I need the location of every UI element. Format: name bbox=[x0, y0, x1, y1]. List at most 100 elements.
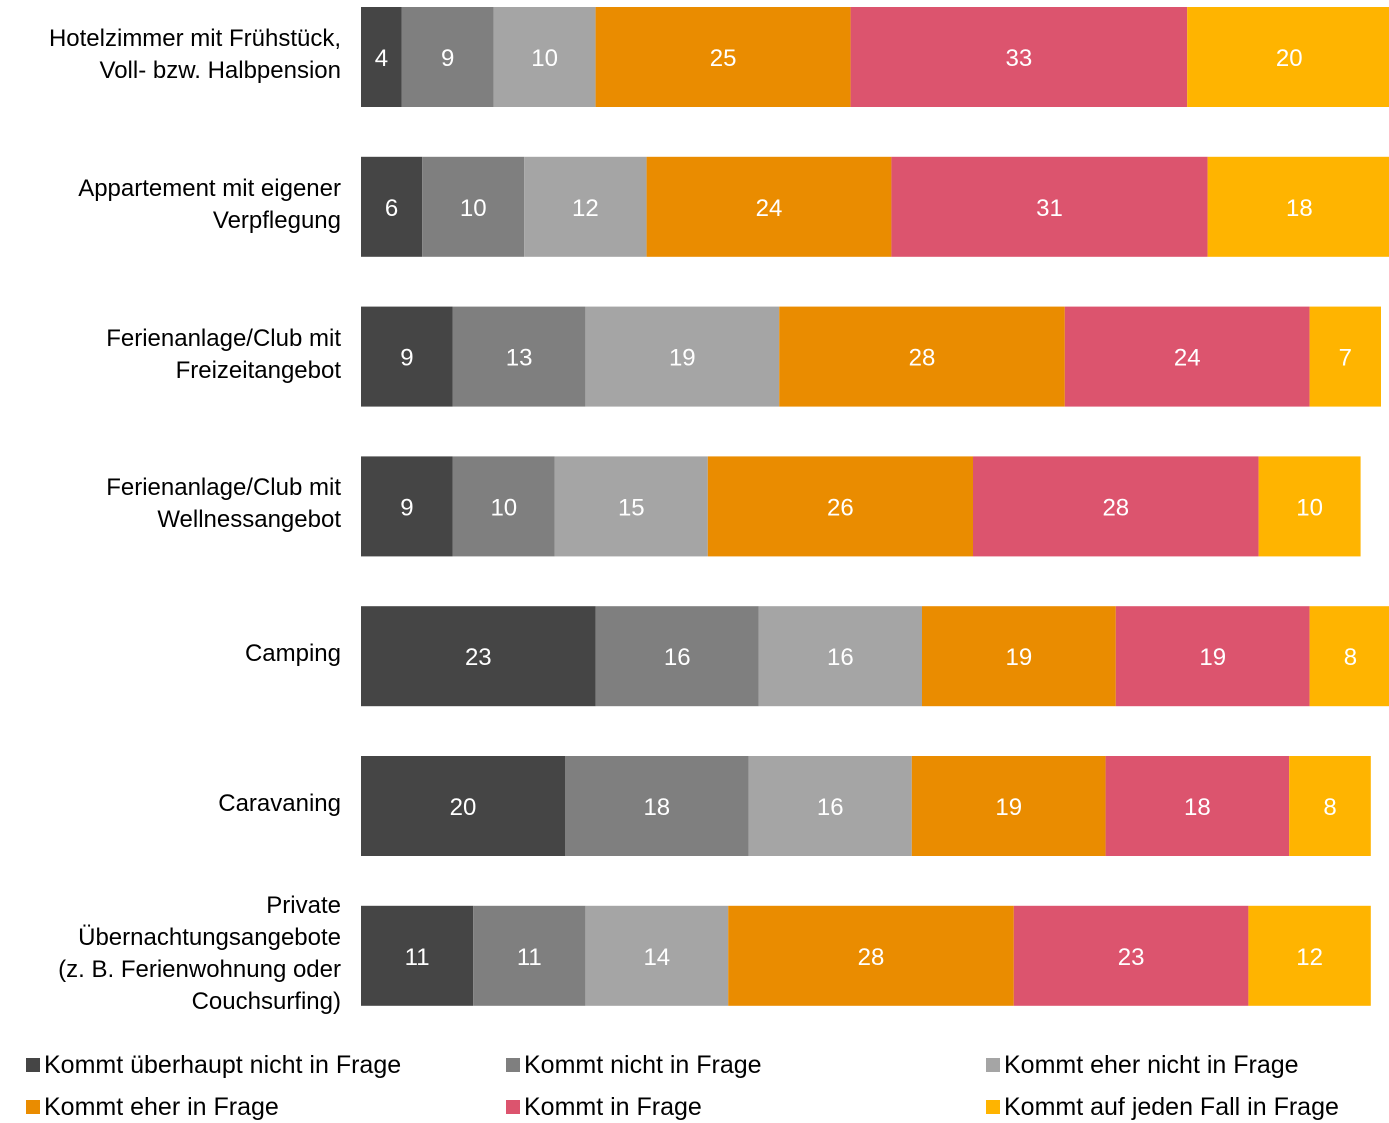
bar-segment bbox=[595, 7, 851, 107]
data-label: 11 bbox=[405, 944, 430, 971]
bar-segment bbox=[452, 456, 555, 557]
category-label: Ferienanlage/Club mit Freizeitangebot bbox=[106, 324, 341, 384]
legend-item: Kommt eher nicht in Frage bbox=[986, 1049, 1299, 1081]
legend-label: Kommt auf jeden Fall in Frage bbox=[1004, 1092, 1339, 1121]
data-label: 33 bbox=[1006, 45, 1033, 72]
bar-segment bbox=[361, 306, 453, 407]
bar-segment bbox=[922, 606, 1116, 707]
bar-segment bbox=[361, 905, 474, 1006]
data-label: 28 bbox=[858, 944, 885, 971]
bar-segment bbox=[1309, 606, 1389, 707]
data-label: 15 bbox=[618, 494, 645, 521]
bar-segment bbox=[1258, 456, 1361, 557]
data-label: 19 bbox=[669, 345, 696, 372]
bar-segment bbox=[707, 456, 973, 557]
data-label: 11 bbox=[517, 944, 542, 971]
legend-swatch bbox=[26, 1100, 40, 1114]
legend-label: Kommt nicht in Frage bbox=[524, 1050, 762, 1079]
data-label: 9 bbox=[441, 45, 454, 72]
bar-segment bbox=[361, 7, 402, 107]
data-label: 10 bbox=[490, 494, 517, 521]
bar-segment bbox=[891, 156, 1208, 257]
data-label: 4 bbox=[375, 45, 388, 72]
category-label: Caravaning bbox=[218, 790, 341, 817]
legend-swatch bbox=[26, 1058, 40, 1072]
legend-item: Kommt auf jeden Fall in Frage bbox=[986, 1091, 1339, 1123]
bar-segment bbox=[361, 606, 596, 707]
legend-label: Kommt eher nicht in Frage bbox=[1004, 1050, 1299, 1079]
data-label: 16 bbox=[817, 794, 844, 821]
bar-segment bbox=[524, 156, 647, 257]
legend-swatch bbox=[986, 1100, 1000, 1114]
data-label: 6 bbox=[385, 195, 398, 222]
bar-segment bbox=[646, 156, 892, 257]
category-label: Ferienanlage/Club mit Wellnessangebot bbox=[106, 474, 341, 534]
data-label: 7 bbox=[1339, 345, 1352, 372]
legend-label: Kommt eher in Frage bbox=[44, 1092, 279, 1121]
data-label: 14 bbox=[643, 944, 670, 971]
category-label: Camping bbox=[244, 640, 341, 668]
data-label: 24 bbox=[1174, 345, 1201, 372]
data-label: 19 bbox=[995, 794, 1022, 821]
data-label: 20 bbox=[450, 794, 477, 821]
data-label: 18 bbox=[1184, 794, 1211, 821]
bar-segment bbox=[1187, 7, 1389, 107]
data-label: 23 bbox=[1118, 944, 1145, 971]
data-label: 9 bbox=[400, 494, 413, 521]
bar-segment bbox=[422, 156, 525, 257]
bar-segment bbox=[493, 7, 596, 107]
bar-segment bbox=[585, 306, 780, 407]
data-label: 10 bbox=[531, 45, 558, 72]
bar-segment bbox=[361, 156, 423, 257]
bar-segment bbox=[758, 606, 922, 707]
bar-segment bbox=[361, 456, 453, 557]
data-label: 13 bbox=[506, 345, 533, 372]
data-label: 8 bbox=[1344, 644, 1357, 671]
data-label: 19 bbox=[1006, 644, 1033, 671]
legend-label: Kommt in Frage bbox=[524, 1092, 702, 1121]
bar-segment bbox=[452, 306, 586, 407]
bar-segment bbox=[728, 905, 1014, 1006]
bar-segment bbox=[585, 905, 729, 1006]
bar-segment bbox=[748, 756, 912, 856]
data-label: 28 bbox=[1102, 494, 1129, 521]
category-label: Private Übernachtungsangebote (z. B. Ferie… bbox=[58, 891, 341, 1015]
data-label: 24 bbox=[756, 195, 783, 222]
bar-segment bbox=[1248, 905, 1371, 1006]
data-label: 10 bbox=[1296, 494, 1323, 521]
legend-item: Kommt nicht in Frage bbox=[506, 1049, 762, 1081]
bar-segment bbox=[850, 7, 1188, 107]
data-label: 23 bbox=[465, 644, 492, 671]
data-label: 25 bbox=[710, 45, 737, 72]
bar-segment bbox=[1013, 905, 1249, 1006]
data-label: 26 bbox=[827, 494, 854, 521]
legend-item: Kommt eher in Frage bbox=[26, 1091, 279, 1123]
bar-segment bbox=[1309, 306, 1381, 407]
data-label: 18 bbox=[643, 794, 670, 821]
legend-swatch bbox=[506, 1058, 520, 1072]
category-label: Hotelzimmer mit Frühstück, Voll- bzw. Hal… bbox=[48, 25, 341, 84]
bar-segment bbox=[779, 306, 1065, 407]
bar-segment bbox=[554, 456, 708, 557]
bar-segment bbox=[1064, 306, 1310, 407]
data-label: 31 bbox=[1036, 195, 1063, 222]
data-label: 9 bbox=[400, 345, 413, 372]
bar-segment bbox=[1289, 756, 1371, 856]
legend-item: Kommt überhaupt nicht in Frage bbox=[26, 1049, 401, 1081]
data-label: 12 bbox=[1296, 944, 1323, 971]
data-label: 20 bbox=[1276, 45, 1303, 72]
bar-segment bbox=[473, 905, 586, 1006]
bar-segment bbox=[1105, 756, 1290, 856]
legend-item: Kommt in Frage bbox=[506, 1091, 702, 1123]
bar-segment bbox=[911, 756, 1106, 856]
legend-swatch bbox=[506, 1100, 520, 1114]
bar-segment bbox=[595, 606, 759, 707]
bar-segment bbox=[1115, 606, 1310, 707]
data-label: 16 bbox=[664, 644, 691, 671]
bar-segment bbox=[565, 756, 749, 856]
category-label: Appartement mit eigener Verpflegung bbox=[78, 174, 341, 234]
data-label: 12 bbox=[572, 195, 599, 222]
bar-segment bbox=[1207, 156, 1389, 257]
